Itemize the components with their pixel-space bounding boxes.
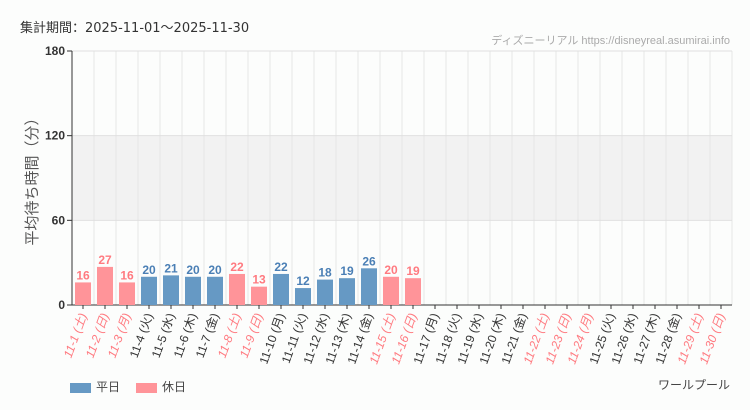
data-label: 12 (296, 274, 310, 288)
data-label: 19 (406, 264, 420, 278)
bar (339, 278, 355, 305)
y-axis-label: 平均待ち時間（分） (24, 110, 41, 245)
legend-holiday[interactable]: 休日 (136, 378, 186, 395)
legend-label: 平日 (96, 380, 121, 394)
data-label: 20 (186, 263, 200, 277)
bar (163, 275, 179, 305)
data-label: 27 (98, 253, 112, 267)
data-label: 20 (142, 263, 156, 277)
period-label: 集計期間：2025-11-01～2025-11-30 (20, 21, 250, 36)
bar (75, 282, 91, 305)
bar (361, 268, 377, 305)
data-label: 20 (384, 263, 398, 277)
legend-label: 休日 (162, 380, 187, 394)
y-tick-label: 60 (52, 213, 66, 227)
data-label: 16 (120, 268, 134, 282)
bar (273, 273, 289, 305)
bar (383, 276, 399, 305)
data-label: 16 (76, 268, 90, 282)
bar (185, 276, 201, 305)
bar (295, 288, 311, 305)
data-label: 18 (318, 266, 332, 280)
data-label: 19 (340, 264, 354, 278)
credit-label: ディズニーリアル https://disneyreal.asumirai.inf… (491, 35, 730, 47)
attraction-name: ワールプール (657, 378, 730, 392)
bar (141, 276, 157, 305)
data-label: 22 (230, 260, 244, 274)
bar (119, 282, 135, 305)
y-tick-label: 0 (58, 298, 65, 312)
data-label: 13 (252, 273, 266, 287)
legend: 平日 休日 (70, 378, 186, 395)
legend-weekday[interactable]: 平日 (70, 378, 120, 395)
data-label: 22 (274, 260, 288, 274)
data-label: 26 (362, 254, 376, 268)
bar (251, 286, 267, 305)
bar (229, 273, 245, 305)
bar (317, 279, 333, 305)
data-label: 21 (164, 261, 178, 275)
bar (97, 266, 113, 305)
bar (207, 276, 223, 305)
y-tick-label: 120 (45, 129, 65, 143)
y-tick-label: 180 (45, 44, 65, 58)
data-label: 20 (208, 263, 222, 277)
bar (405, 278, 421, 305)
